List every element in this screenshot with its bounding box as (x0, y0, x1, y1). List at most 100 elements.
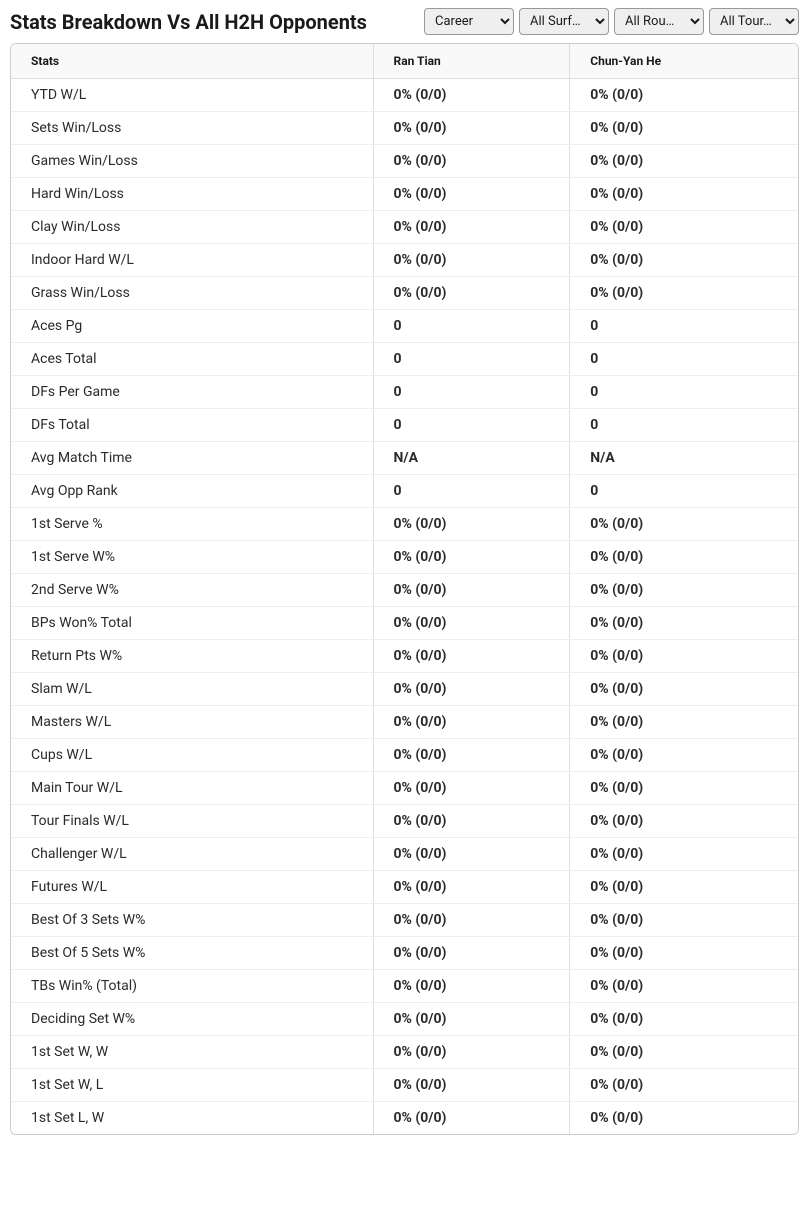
table-row: Indoor Hard W/L0% (0/0)0% (0/0) (11, 244, 798, 277)
stat-value-player1: 0% (0/0) (373, 79, 570, 112)
table-row: Games Win/Loss0% (0/0)0% (0/0) (11, 145, 798, 178)
stat-label: DFs Total (11, 409, 373, 442)
stat-label: Best Of 3 Sets W% (11, 904, 373, 937)
table-row: Slam W/L0% (0/0)0% (0/0) (11, 673, 798, 706)
stat-value-player2: 0 (570, 343, 798, 376)
stat-value-player2: 0% (0/0) (570, 112, 798, 145)
stat-value-player1: 0 (373, 376, 570, 409)
table-row: Masters W/L0% (0/0)0% (0/0) (11, 706, 798, 739)
table-row: Cups W/L0% (0/0)0% (0/0) (11, 739, 798, 772)
stat-value-player2: 0% (0/0) (570, 211, 798, 244)
stat-label: BPs Won% Total (11, 607, 373, 640)
stat-value-player2: 0% (0/0) (570, 805, 798, 838)
stat-value-player1: 0% (0/0) (373, 574, 570, 607)
stat-value-player2: 0% (0/0) (570, 970, 798, 1003)
stat-value-player2: 0% (0/0) (570, 178, 798, 211)
stat-value-player2: 0% (0/0) (570, 673, 798, 706)
stat-value-player2: 0% (0/0) (570, 574, 798, 607)
stat-value-player2: 0 (570, 475, 798, 508)
stat-label: Best Of 5 Sets W% (11, 937, 373, 970)
table-row: TBs Win% (Total)0% (0/0)0% (0/0) (11, 970, 798, 1003)
table-row: 1st Set W, L0% (0/0)0% (0/0) (11, 1069, 798, 1102)
stat-value-player1: 0% (0/0) (373, 871, 570, 904)
stat-value-player1: N/A (373, 442, 570, 475)
stat-value-player1: 0% (0/0) (373, 904, 570, 937)
stat-value-player2: 0% (0/0) (570, 937, 798, 970)
stat-label: Return Pts W% (11, 640, 373, 673)
table-row: 1st Set L, W0% (0/0)0% (0/0) (11, 1102, 798, 1135)
column-header-player1: Ran Tian (373, 44, 570, 79)
stat-label: Avg Match Time (11, 442, 373, 475)
stat-label: 2nd Serve W% (11, 574, 373, 607)
filters-container: Career All Surf… All Rou… All Tour… (424, 8, 799, 35)
table-row: Challenger W/L0% (0/0)0% (0/0) (11, 838, 798, 871)
stat-value-player1: 0% (0/0) (373, 211, 570, 244)
stat-label: Hard Win/Loss (11, 178, 373, 211)
stat-value-player2: 0% (0/0) (570, 904, 798, 937)
table-row: Avg Match TimeN/AN/A (11, 442, 798, 475)
stat-label: Futures W/L (11, 871, 373, 904)
stat-label: Clay Win/Loss (11, 211, 373, 244)
stat-label: 1st Set L, W (11, 1102, 373, 1135)
stat-value-player2: 0% (0/0) (570, 244, 798, 277)
table-row: Return Pts W%0% (0/0)0% (0/0) (11, 640, 798, 673)
stat-label: Tour Finals W/L (11, 805, 373, 838)
stat-label: 1st Serve W% (11, 541, 373, 574)
stat-label: YTD W/L (11, 79, 373, 112)
surface-filter[interactable]: All Surf… (519, 8, 609, 35)
stat-value-player1: 0% (0/0) (373, 805, 570, 838)
table-row: Deciding Set W%0% (0/0)0% (0/0) (11, 1003, 798, 1036)
table-row: Best Of 3 Sets W%0% (0/0)0% (0/0) (11, 904, 798, 937)
stat-value-player1: 0% (0/0) (373, 706, 570, 739)
stat-value-player1: 0 (373, 409, 570, 442)
stat-label: Sets Win/Loss (11, 112, 373, 145)
stat-value-player2: 0% (0/0) (570, 838, 798, 871)
table-row: Best Of 5 Sets W%0% (0/0)0% (0/0) (11, 937, 798, 970)
stat-value-player1: 0% (0/0) (373, 640, 570, 673)
stat-value-player2: 0% (0/0) (570, 277, 798, 310)
stat-label: Avg Opp Rank (11, 475, 373, 508)
stat-value-player2: 0% (0/0) (570, 871, 798, 904)
stat-value-player1: 0% (0/0) (373, 145, 570, 178)
stat-value-player1: 0% (0/0) (373, 1036, 570, 1069)
stat-value-player2: 0% (0/0) (570, 79, 798, 112)
stat-value-player2: 0% (0/0) (570, 1003, 798, 1036)
stat-value-player1: 0% (0/0) (373, 178, 570, 211)
stat-value-player1: 0% (0/0) (373, 508, 570, 541)
column-header-player2: Chun-Yan He (570, 44, 798, 79)
stat-value-player2: 0% (0/0) (570, 541, 798, 574)
page-title: Stats Breakdown Vs All H2H Opponents (10, 10, 367, 34)
table-row: DFs Total00 (11, 409, 798, 442)
stats-table: Stats Ran Tian Chun-Yan He YTD W/L0% (0/… (11, 44, 798, 1134)
stat-label: Main Tour W/L (11, 772, 373, 805)
stat-label: Aces Total (11, 343, 373, 376)
stat-label: Deciding Set W% (11, 1003, 373, 1036)
tours-filter[interactable]: All Tour… (709, 8, 799, 35)
table-row: BPs Won% Total0% (0/0)0% (0/0) (11, 607, 798, 640)
column-header-stats: Stats (11, 44, 373, 79)
rounds-filter[interactable]: All Rou… (614, 8, 704, 35)
stat-value-player1: 0% (0/0) (373, 607, 570, 640)
table-row: Hard Win/Loss0% (0/0)0% (0/0) (11, 178, 798, 211)
stat-label: Cups W/L (11, 739, 373, 772)
table-row: Clay Win/Loss0% (0/0)0% (0/0) (11, 211, 798, 244)
stat-value-player2: 0 (570, 409, 798, 442)
table-row: YTD W/L0% (0/0)0% (0/0) (11, 79, 798, 112)
stat-value-player2: 0% (0/0) (570, 739, 798, 772)
table-row: Futures W/L0% (0/0)0% (0/0) (11, 871, 798, 904)
stat-value-player2: 0% (0/0) (570, 640, 798, 673)
table-row: 1st Set W, W0% (0/0)0% (0/0) (11, 1036, 798, 1069)
stat-value-player1: 0% (0/0) (373, 112, 570, 145)
table-row: Aces Total00 (11, 343, 798, 376)
table-container: Stats Ran Tian Chun-Yan He YTD W/L0% (0/… (10, 43, 799, 1135)
stat-value-player2: 0% (0/0) (570, 508, 798, 541)
stat-value-player1: 0% (0/0) (373, 277, 570, 310)
table-row: Grass Win/Loss0% (0/0)0% (0/0) (11, 277, 798, 310)
stat-value-player2: 0 (570, 310, 798, 343)
stat-value-player2: 0% (0/0) (570, 1069, 798, 1102)
period-filter[interactable]: Career (424, 8, 514, 35)
stat-value-player2: 0% (0/0) (570, 607, 798, 640)
stat-value-player1: 0% (0/0) (373, 1102, 570, 1135)
stat-value-player2: 0 (570, 376, 798, 409)
stat-label: TBs Win% (Total) (11, 970, 373, 1003)
